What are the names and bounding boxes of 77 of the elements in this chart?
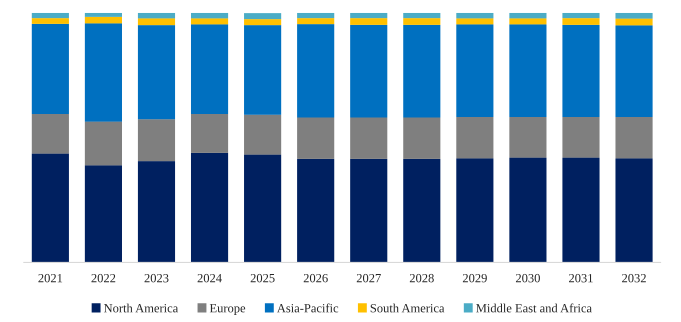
bar [350,18,388,25]
bar [615,116,653,158]
bar [32,154,69,262]
bar [350,12,388,18]
bar [456,12,494,18]
legend-label: Europe [210,304,246,315]
bar [297,12,334,18]
x-tick-label: 2021 [38,274,62,282]
bar [350,117,388,159]
bar [562,18,600,25]
bar [32,12,69,18]
x-tick-label: 2030 [516,274,540,282]
bar [138,161,176,262]
x-tick-label: 2028 [410,274,434,282]
x-tick-label: 2027 [356,274,381,282]
bar [509,18,546,24]
bar [138,25,176,120]
bar [509,116,546,158]
x-tick-label: 2024 [198,274,222,282]
bar [190,24,228,114]
bar [615,158,653,262]
legend-label: Asia-Pacific [276,304,338,312]
x-tick-label: 2026 [304,274,328,282]
bar [350,24,388,118]
bar [84,12,122,17]
bar [297,158,334,262]
x-tick-label: 2022 [91,274,116,282]
x-tick-label: 2029 [462,274,487,282]
bar [403,12,440,18]
bar [297,117,334,159]
x-tick-label: 2031 [569,274,593,282]
x-tick-label: 2025 [250,274,275,282]
bar [190,152,228,262]
bar [244,25,282,115]
bar [403,18,440,25]
x-tick-label: 2023 [144,274,168,282]
bar [509,24,546,117]
bar [456,24,494,117]
bar [562,116,600,158]
bar [244,19,282,26]
x-tick-label: 2032 [622,274,646,282]
bar [403,117,440,159]
bar [456,158,494,262]
bar [244,114,282,155]
legend-label: Middle East and Africa [476,304,592,312]
bar [32,18,69,24]
bar [615,12,653,19]
bar [84,122,122,166]
bar [456,18,494,24]
bar [32,114,69,154]
bar [84,165,122,262]
legend-label: North America [104,304,178,312]
bar [190,114,228,153]
bar [190,18,228,24]
bar [562,24,600,117]
bar [509,158,546,262]
bar [190,12,228,18]
bar [403,158,440,262]
bar [84,23,122,122]
bar [244,154,282,262]
bar [138,119,176,162]
bar [509,12,546,18]
bar [297,24,334,118]
bar [32,24,69,114]
legend-label: South America [370,304,444,312]
bar [562,12,600,18]
bar [84,16,122,24]
bar [244,13,282,20]
bar [562,158,600,262]
bar [350,158,388,262]
bar [403,24,440,118]
bar [615,25,653,117]
bar [456,116,494,158]
bar [138,12,176,18]
bar [138,18,176,26]
bar [615,18,653,26]
bar [297,18,334,24]
